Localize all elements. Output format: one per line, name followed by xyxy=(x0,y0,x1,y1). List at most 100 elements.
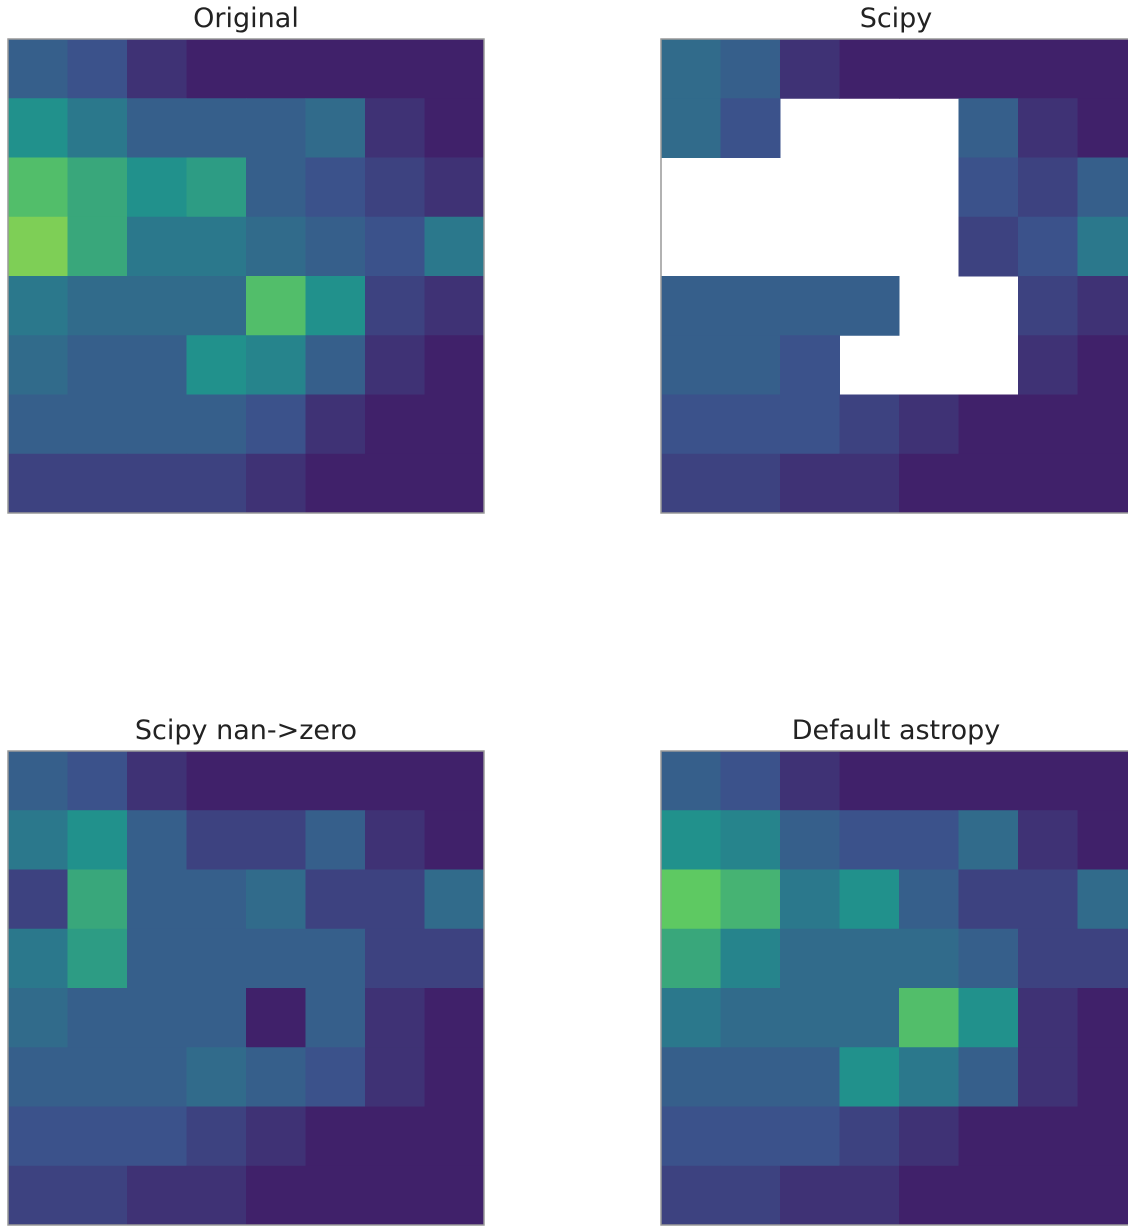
heatmap-cell xyxy=(1018,335,1078,395)
heatmap-cell xyxy=(780,810,840,870)
heatmap-cell xyxy=(661,335,721,395)
heatmap-cell xyxy=(305,1106,366,1167)
heatmap-cell xyxy=(899,928,959,989)
heatmap-cell xyxy=(661,39,721,99)
heatmap-cell xyxy=(1077,1047,1128,1107)
heatmap-cell xyxy=(365,810,425,870)
heatmap-cell xyxy=(8,988,68,1048)
heatmap-cell xyxy=(839,39,900,99)
heatmap-cell xyxy=(899,1047,959,1107)
heatmap-cell xyxy=(720,1165,781,1226)
heatmap-cell xyxy=(305,810,366,870)
heatmap-cell xyxy=(1018,928,1078,989)
heatmap-cell xyxy=(720,394,781,455)
heatmap-cell xyxy=(127,453,187,514)
heatmap-cell xyxy=(424,1165,485,1226)
heatmap-cell xyxy=(424,988,485,1048)
heatmap-cell xyxy=(246,39,306,99)
heatmap-cell xyxy=(365,869,425,930)
heatmap-cell xyxy=(720,928,781,989)
heatmap-cell xyxy=(1018,751,1078,811)
heatmap-cell xyxy=(365,1165,425,1226)
panel-title: Scipy nan->zero xyxy=(135,715,357,746)
heatmap-cell xyxy=(1077,988,1128,1048)
heatmap-cell xyxy=(8,453,68,514)
heatmap-cell xyxy=(424,39,485,99)
heatmap-cell xyxy=(67,216,128,277)
heatmap-cell xyxy=(958,988,1019,1048)
heatmap-cell xyxy=(365,394,425,455)
heatmap-cell xyxy=(246,1165,306,1226)
heatmap-cell xyxy=(305,869,366,930)
heatmap-cell xyxy=(1077,453,1128,514)
heatmap-cell xyxy=(186,1047,247,1107)
heatmap-cell xyxy=(839,1106,900,1167)
heatmap-cell xyxy=(661,928,721,989)
heatmap-cell xyxy=(305,928,366,989)
heatmap-cell xyxy=(8,1165,68,1226)
heatmap-cell xyxy=(8,869,68,930)
heatmap-cell xyxy=(1077,335,1128,395)
heatmap-cell xyxy=(246,216,306,277)
heatmap-cell xyxy=(246,751,306,811)
heatmap-cell xyxy=(127,1047,187,1107)
heatmap-cell xyxy=(186,453,247,514)
heatmap-cell xyxy=(67,928,128,989)
heatmap-cell xyxy=(839,928,900,989)
heatmap-cell xyxy=(305,335,366,395)
heatmap-cell xyxy=(720,98,781,158)
heatmap-cell xyxy=(661,98,721,158)
panel-title: Scipy xyxy=(860,3,933,34)
heatmap-cell xyxy=(899,751,959,811)
heatmap-cell xyxy=(661,1106,721,1167)
heatmap-cell xyxy=(67,157,128,218)
heatmap-cell xyxy=(661,810,721,870)
heatmap-cell xyxy=(958,869,1019,930)
heatmap-cell xyxy=(899,1165,959,1226)
heatmap-cell xyxy=(958,1165,1019,1226)
heatmap-cell xyxy=(661,1165,721,1226)
heatmap-cell xyxy=(305,98,366,158)
heatmap-cell xyxy=(839,276,900,336)
heatmap-cell xyxy=(365,335,425,395)
heatmap-cell xyxy=(365,98,425,158)
heatmap-cell xyxy=(958,157,1019,218)
heatmap-cell xyxy=(8,216,68,277)
heatmap-cell xyxy=(1018,394,1078,455)
heatmap-cell xyxy=(8,394,68,455)
heatmap-cell xyxy=(720,335,781,395)
heatmap-cell xyxy=(186,751,247,811)
heatmap-cell xyxy=(127,394,187,455)
heatmap-cell xyxy=(8,928,68,989)
heatmap-cell xyxy=(661,453,721,514)
heatmap-cell xyxy=(958,98,1019,158)
heatmap-cell xyxy=(127,216,187,277)
heatmap-cell xyxy=(67,988,128,1048)
panel-frame xyxy=(7,38,485,514)
heatmap-cell xyxy=(186,39,247,99)
heatmap-cell xyxy=(8,39,68,99)
heatmap-cell xyxy=(67,98,128,158)
heatmap-cell xyxy=(1018,453,1078,514)
heatmap-cell xyxy=(424,810,485,870)
heatmap-cell xyxy=(958,1047,1019,1107)
heatmap-cell xyxy=(246,988,306,1048)
heatmap-cell xyxy=(127,928,187,989)
heatmap-cell xyxy=(1077,276,1128,336)
heatmap-cell xyxy=(899,394,959,455)
heatmap-cell xyxy=(1018,810,1078,870)
heatmap-cell xyxy=(958,216,1019,277)
heatmap-cell xyxy=(1077,751,1128,811)
heatmap-cell xyxy=(127,1165,187,1226)
heatmap-cell xyxy=(8,335,68,395)
heatmap-cell xyxy=(365,276,425,336)
heatmap-cell xyxy=(839,751,900,811)
heatmap-cell xyxy=(1077,157,1128,218)
heatmap-cell xyxy=(1018,1106,1078,1167)
heatmap-cell xyxy=(246,453,306,514)
heatmap-cell xyxy=(1018,1047,1078,1107)
heatmap-cell xyxy=(1018,276,1078,336)
heatmap-cell xyxy=(186,810,247,870)
heatmap-cell xyxy=(67,1106,128,1167)
